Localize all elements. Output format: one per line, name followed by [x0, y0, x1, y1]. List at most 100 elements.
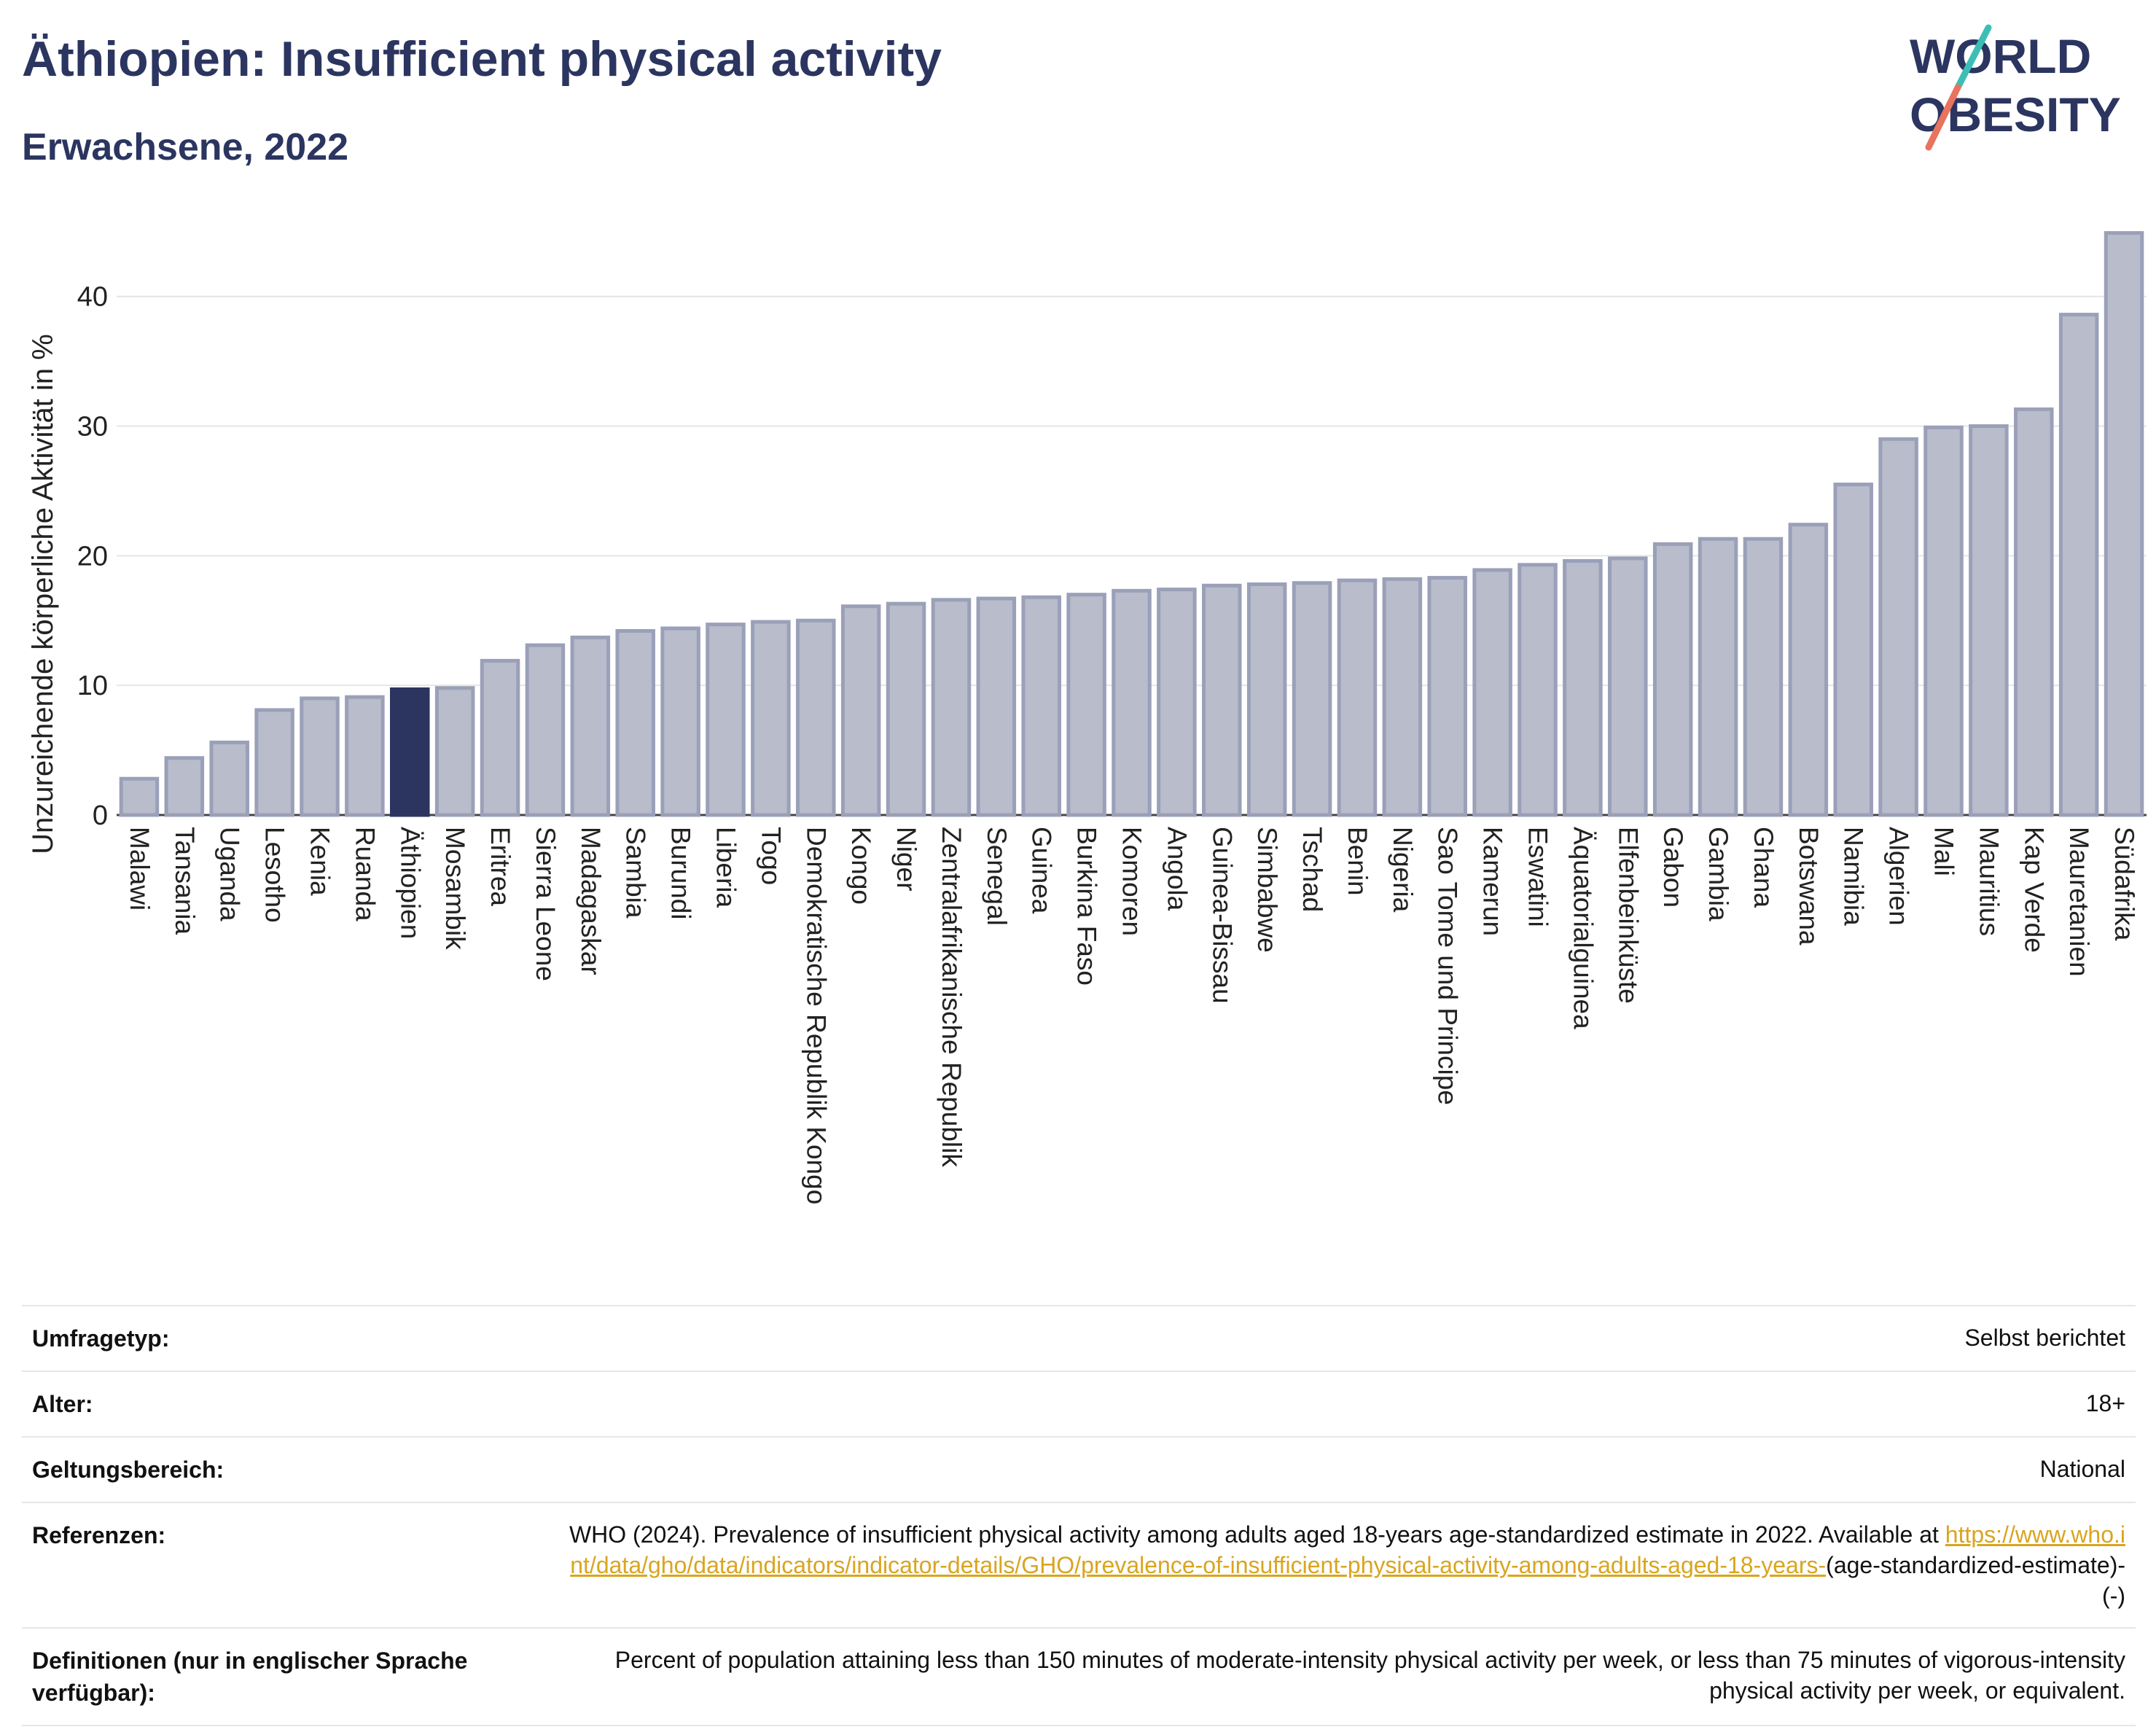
- category-label: Burundi: [666, 827, 696, 920]
- chart-title: Äthiopien: Insufficient physical activit…: [22, 31, 942, 87]
- bar[interactable]: [345, 695, 385, 817]
- category-label: Togo: [756, 827, 786, 885]
- bar[interactable]: [1608, 556, 1648, 817]
- bar[interactable]: [1698, 537, 1738, 817]
- bar[interactable]: [1923, 425, 1964, 817]
- category-label: Ghana: [1749, 827, 1778, 908]
- logo-slash-coral: [1925, 84, 1961, 151]
- bar[interactable]: [1563, 558, 1603, 817]
- category-label: Demokratische Republik Kongo: [801, 827, 831, 1204]
- definitions-value: Percent of population attaining less tha…: [614, 1647, 2125, 1704]
- category-label: Eswatini: [1523, 827, 1553, 927]
- category-label: Mali: [1929, 827, 1959, 876]
- scope-label: Geltungsbereich:: [32, 1457, 224, 1483]
- bar[interactable]: [1112, 588, 1152, 817]
- bar[interactable]: [1833, 483, 1873, 817]
- category-label: Äquatorialguinea: [1568, 827, 1598, 1029]
- category-label: Sierra Leone: [531, 827, 561, 981]
- category-label: Senegal: [982, 827, 1012, 926]
- bar[interactable]: [886, 601, 926, 817]
- bar[interactable]: [1337, 578, 1378, 817]
- references-label: Referenzen:: [32, 1522, 166, 1548]
- category-label: Tansania: [170, 827, 200, 935]
- category-label: Sao Tome und Principe: [1433, 827, 1463, 1105]
- bar[interactable]: [390, 687, 430, 817]
- bar[interactable]: [840, 604, 881, 817]
- category-label: Kongo: [846, 827, 876, 905]
- category-label: Angola: [1162, 827, 1192, 911]
- category-label: Gabon: [1658, 827, 1688, 908]
- bar[interactable]: [1652, 542, 1693, 817]
- bar[interactable]: [1472, 568, 1512, 817]
- category-label: Simbabwe: [1252, 827, 1282, 953]
- bar[interactable]: [119, 776, 160, 817]
- bar[interactable]: [1969, 424, 2009, 817]
- category-label: Zentralafrikanische Republik: [937, 827, 966, 1167]
- info-table: Umfragetyp: Selbst berichtet Alter: 18+ …: [22, 1305, 2136, 1726]
- bar[interactable]: [1066, 593, 1106, 817]
- y-tick-label: 0: [93, 800, 108, 831]
- bar[interactable]: [706, 623, 746, 817]
- bar[interactable]: [931, 598, 972, 817]
- tick-labels: 0 10 20 30 40: [77, 282, 108, 831]
- category-labels: Malawi Tansania Uganda Lesotho Kenia Ruanda Ät…: [125, 827, 2139, 1204]
- bar[interactable]: [300, 696, 340, 817]
- world-obesity-logo[interactable]: WORLD OBESITY: [1895, 22, 2143, 153]
- category-label: Algerien: [1884, 827, 1914, 926]
- bar[interactable]: [164, 756, 205, 817]
- y-axis-label: Unzureichende körperliche Aktivität in %: [27, 334, 59, 854]
- bar[interactable]: [2058, 313, 2099, 817]
- bar[interactable]: [2014, 407, 2054, 817]
- bar[interactable]: [525, 643, 566, 817]
- bar[interactable]: [434, 686, 475, 817]
- chart-subtitle: Erwachsene, 2022: [22, 126, 349, 168]
- bar[interactable]: [480, 658, 520, 817]
- category-label: Mosambik: [440, 827, 470, 950]
- category-label: Kamerun: [1478, 827, 1508, 936]
- bar[interactable]: [660, 626, 700, 817]
- bar[interactable]: [1021, 595, 1061, 817]
- bar[interactable]: [1788, 523, 1829, 817]
- category-label: Malawi: [125, 827, 155, 911]
- bar[interactable]: [1427, 576, 1467, 817]
- category-label: Nigeria: [1388, 827, 1418, 913]
- bar[interactable]: [1292, 581, 1332, 817]
- bar[interactable]: [209, 740, 249, 817]
- bar[interactable]: [1202, 583, 1242, 817]
- category-label: Tschad: [1297, 827, 1327, 912]
- category-label: Kenia: [305, 827, 335, 896]
- bar[interactable]: [1246, 582, 1287, 817]
- bar[interactable]: [254, 708, 294, 817]
- category-label: Liberia: [711, 827, 741, 908]
- y-tick-label: 30: [77, 412, 108, 442]
- age-label: Alter:: [32, 1391, 93, 1417]
- definitions-label: Definitionen (nur in englischer Sprache …: [32, 1648, 468, 1706]
- reference-text: WHO (2024). Prevalence of insufficient p…: [569, 1521, 1939, 1548]
- category-label: Komoren: [1117, 827, 1147, 936]
- y-tick-label: 40: [77, 282, 108, 313]
- bar[interactable]: [976, 596, 1017, 817]
- info-row-age: Alter: 18+: [22, 1371, 2136, 1436]
- category-label: Mauritius: [1974, 827, 2004, 936]
- bar[interactable]: [796, 618, 836, 817]
- bar[interactable]: [615, 628, 655, 817]
- info-row-definitions: Definitionen (nur in englischer Sprache …: [22, 1627, 2136, 1726]
- category-label: Niger: [891, 827, 921, 891]
- bar[interactable]: [751, 620, 791, 817]
- bar[interactable]: [1743, 537, 1784, 817]
- reference-link[interactable]: https://www.who.int/data/gho/data/indica…: [570, 1521, 2125, 1578]
- bars-layer: [119, 231, 2144, 817]
- category-label: Lesotho: [260, 827, 290, 923]
- y-tick-label: 20: [77, 541, 108, 572]
- logo-slash-teal: [1954, 24, 1992, 91]
- bar[interactable]: [2104, 231, 2144, 817]
- survey-label: Umfragetyp:: [32, 1325, 170, 1352]
- bar[interactable]: [1518, 563, 1558, 817]
- category-label: Gambia: [1703, 827, 1733, 921]
- bar[interactable]: [1382, 577, 1423, 817]
- bar[interactable]: [570, 635, 611, 817]
- bar[interactable]: [1157, 588, 1197, 817]
- category-label: Sambia: [621, 827, 651, 919]
- references-value: WHO (2024). Prevalence of insufficient p…: [558, 1519, 2125, 1611]
- bar[interactable]: [1878, 437, 1918, 817]
